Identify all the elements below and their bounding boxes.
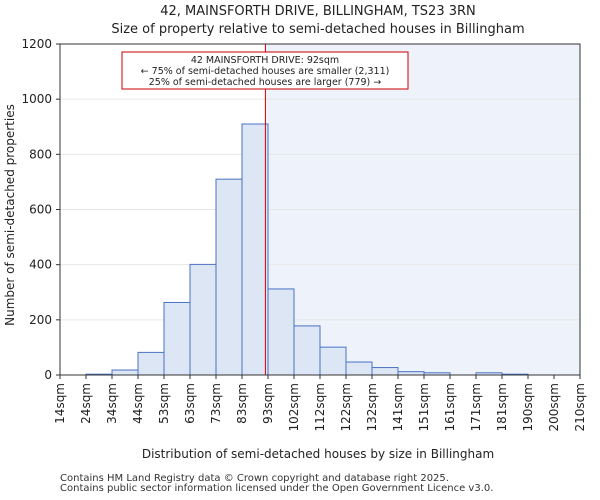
x-tick-label: 53sqm bbox=[157, 383, 171, 424]
x-tick-label: 112sqm bbox=[313, 383, 327, 431]
annotation-line2: ← 75% of semi-detached houses are smalle… bbox=[141, 66, 390, 77]
grid bbox=[60, 98, 580, 321]
x-tick-label: 122sqm bbox=[339, 383, 353, 431]
histogram-bar bbox=[111, 369, 139, 376]
histogram-bar bbox=[371, 367, 399, 376]
x-tick-label: 132sqm bbox=[365, 383, 379, 431]
x-tick-label: 181sqm bbox=[495, 383, 509, 431]
y-axis-label: Number of semi-detached properties bbox=[3, 104, 17, 326]
x-tick-label: 141sqm bbox=[391, 383, 405, 431]
annotation-line3: 25% of semi-detached houses are larger (… bbox=[149, 77, 382, 88]
x-axis: 14sqm 24sqm 34sqm 44sqm 53sqm 63sqm 73sqm 83sqm… bbox=[53, 375, 587, 431]
footer-line1: Contains HM Land Registry data © Crown c… bbox=[60, 473, 449, 484]
x-tick-label: 63sqm bbox=[183, 383, 197, 424]
y-tick-label: 800 bbox=[29, 147, 52, 161]
x-tick-label: 83sqm bbox=[235, 383, 249, 424]
histogram-bar bbox=[319, 346, 347, 376]
y-tick-label: 400 bbox=[29, 258, 52, 272]
x-tick-label: 24sqm bbox=[79, 383, 93, 424]
plot-frame bbox=[59, 43, 581, 376]
histogram-bar bbox=[215, 178, 243, 376]
x-tick-label: 161sqm bbox=[443, 383, 457, 431]
x-tick-label: 190sqm bbox=[521, 383, 535, 431]
footer-line2: Contains public sector information licen… bbox=[60, 483, 494, 494]
x-tick-label: 93sqm bbox=[261, 383, 275, 424]
annotation-line1: 42 MAINSFORTH DRIVE: 92sqm bbox=[191, 55, 339, 66]
x-tick-label: 171sqm bbox=[469, 383, 483, 431]
y-axis: 0 200 400 600 800 1000 1200 bbox=[21, 37, 60, 382]
histogram-bar bbox=[189, 263, 217, 376]
y-tick-label: 200 bbox=[29, 313, 52, 327]
chart-title-line2: Size of property relative to semi-detach… bbox=[111, 22, 524, 37]
x-tick-label: 44sqm bbox=[131, 383, 145, 424]
annotation-box: 42 MAINSFORTH DRIVE: 92sqm ← 75% of semi… bbox=[121, 51, 409, 90]
x-tick-label: 210sqm bbox=[573, 383, 587, 431]
histogram-bar bbox=[293, 325, 321, 376]
histogram-bar bbox=[345, 361, 373, 376]
annotation-border bbox=[121, 51, 409, 90]
histogram-bar bbox=[241, 123, 269, 376]
x-tick-label: 102sqm bbox=[287, 383, 301, 431]
x-tick-label: 200sqm bbox=[547, 383, 561, 431]
y-tick-label: 600 bbox=[29, 203, 52, 217]
chart-title-line1: 42, MAINSFORTH DRIVE, BILLINGHAM, TS23 3… bbox=[160, 4, 476, 19]
x-tick-label: 14sqm bbox=[53, 383, 67, 424]
x-tick-label: 151sqm bbox=[417, 383, 431, 431]
x-axis-label: Distribution of semi-detached houses by … bbox=[142, 447, 494, 461]
histogram-bar bbox=[137, 351, 165, 376]
y-tick-label: 0 bbox=[44, 368, 52, 382]
histogram-bar bbox=[163, 301, 191, 376]
histogram-bar bbox=[267, 288, 295, 376]
y-tick-label: 1000 bbox=[21, 92, 52, 106]
x-tick-label: 34sqm bbox=[105, 383, 119, 424]
x-tick-label: 73sqm bbox=[209, 383, 223, 424]
y-tick-label: 1200 bbox=[21, 37, 52, 51]
